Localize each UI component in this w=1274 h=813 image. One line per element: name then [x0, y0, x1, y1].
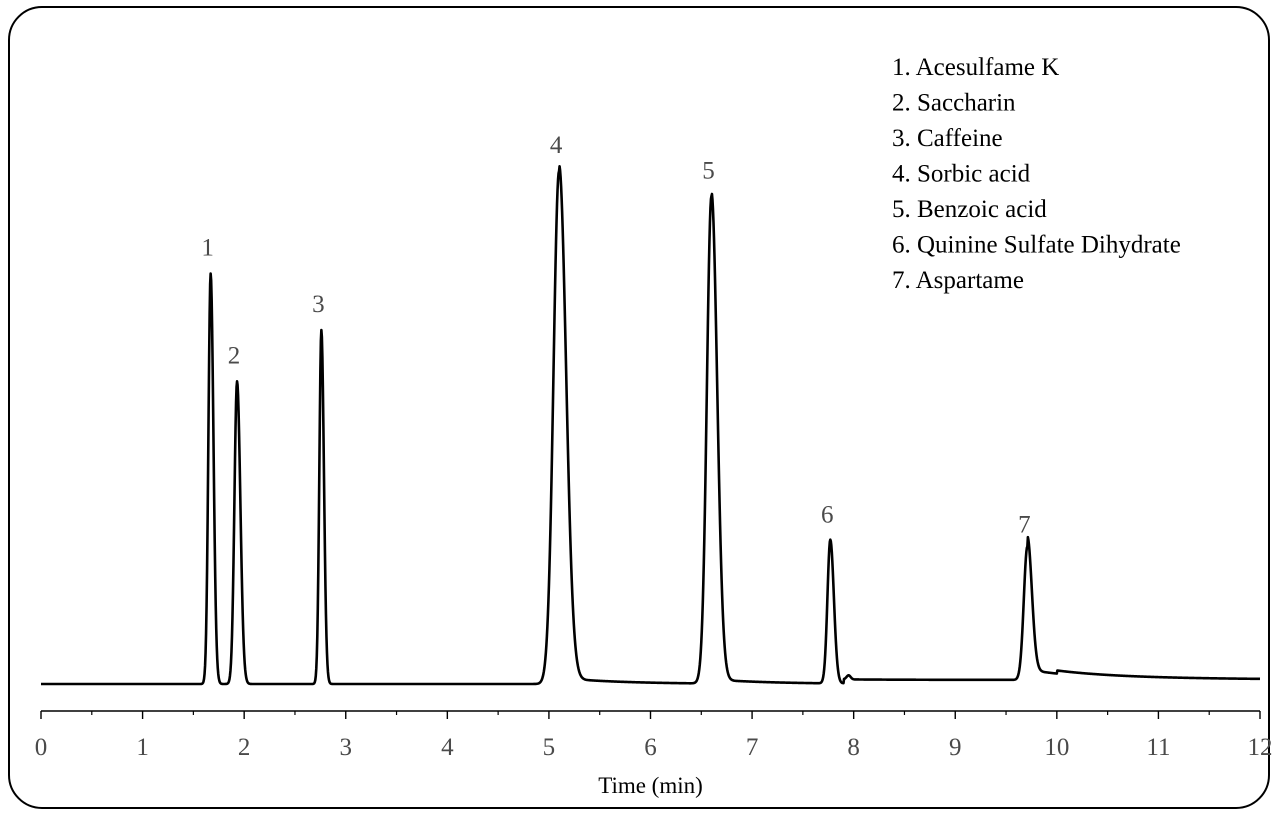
legend-entry: 4. Sorbic acid — [892, 161, 1031, 188]
x-tick-label: 4 — [441, 734, 454, 761]
x-axis-ticks: 0 1 2 3 4 5 6 7 8 9 10 11 12 — [35, 711, 1273, 761]
x-tick-label: 6 — [644, 734, 657, 761]
x-tick-label: 1 — [136, 734, 149, 761]
legend-entry: 7. Aspartame — [892, 267, 1024, 294]
x-tick-label: 7 — [746, 734, 759, 761]
peak-label-4: 4 — [550, 132, 563, 159]
chart-frame — [8, 6, 1270, 809]
legend-entry: 5. Benzoic acid — [892, 196, 1047, 223]
peak-labels: 1 2 3 4 5 6 7 — [201, 132, 1030, 539]
x-tick-label: 5 — [543, 734, 556, 761]
x-axis-title: Time (min) — [598, 773, 703, 798]
peak-label-1: 1 — [201, 235, 214, 262]
legend: 1. Acesulfame K 2. Saccharin 3. Caffeine 4.… — [892, 54, 1181, 294]
legend-entry: 3. Caffeine — [892, 125, 1003, 152]
peak-label-6: 6 — [821, 501, 834, 528]
x-tick-label: 8 — [847, 734, 860, 761]
peak-label-3: 3 — [312, 291, 325, 318]
x-tick-label: 11 — [1146, 734, 1170, 761]
legend-entry: 2. Saccharin — [892, 90, 1016, 117]
x-tick-label: 9 — [949, 734, 962, 761]
x-tick-label: 2 — [238, 734, 251, 761]
peak-label-2: 2 — [228, 342, 241, 369]
chromatogram-trace — [40, 164, 1261, 686]
x-tick-label: 10 — [1044, 734, 1069, 761]
x-tick-label: 0 — [35, 734, 48, 761]
x-tick-label: 12 — [1248, 734, 1273, 761]
peak-label-7: 7 — [1018, 512, 1031, 539]
x-tick-label: 3 — [340, 734, 353, 761]
legend-entry: 1. Acesulfame K — [892, 54, 1059, 81]
peak-label-5: 5 — [702, 158, 715, 185]
legend-entry: 6. Quinine Sulfate Dihydrate — [892, 232, 1181, 259]
